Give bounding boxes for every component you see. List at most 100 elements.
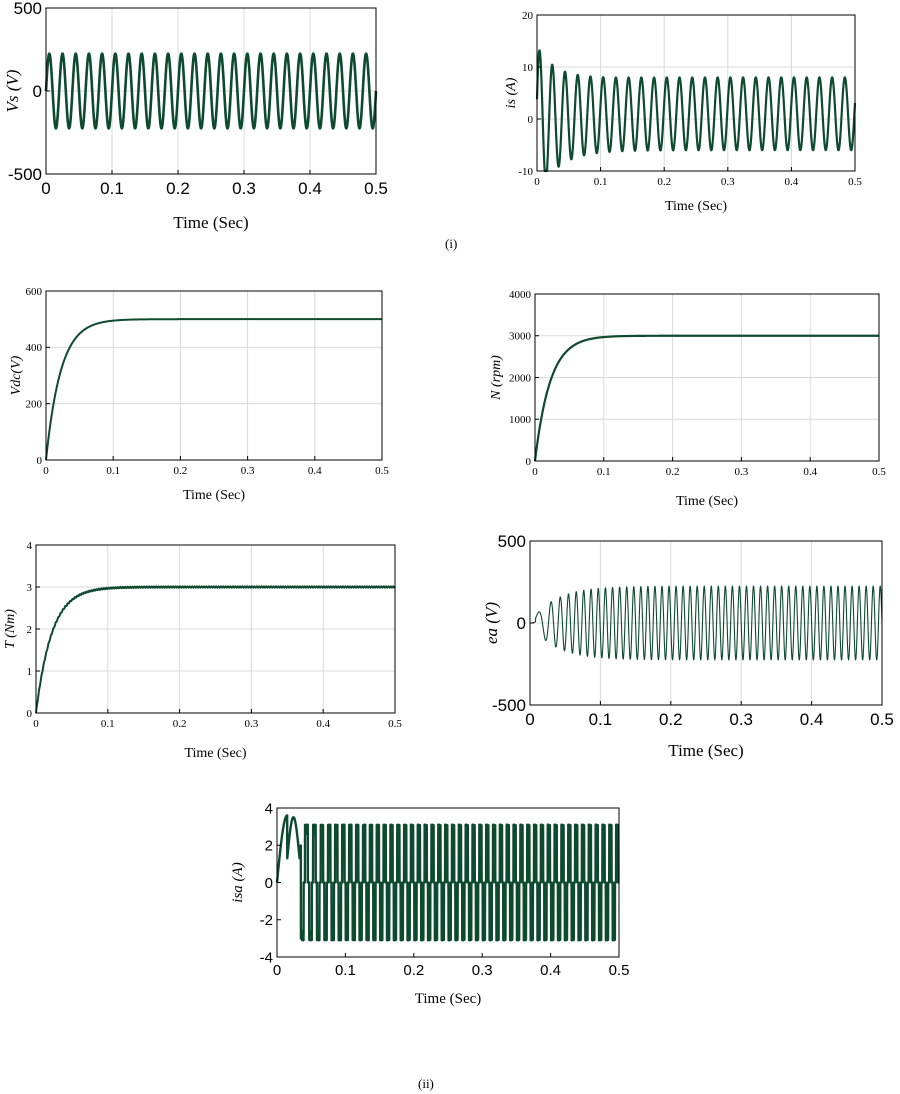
y-tick-label: 0 bbox=[27, 708, 33, 720]
x-tick-label: 0.3 bbox=[232, 179, 256, 198]
x-tick-label: 0.1 bbox=[100, 179, 124, 198]
chart-vdc: 0 0.1 0.2 0.3 0.4 0.5 0 200 400 600 Time (Sec) Vdc(… bbox=[9, 286, 389, 503]
x-tick-label: 0.4 bbox=[800, 710, 824, 729]
caption-part-ii: (ii) bbox=[418, 1076, 434, 1091]
x-tick-label: 0.3 bbox=[735, 466, 749, 478]
axes-frame bbox=[536, 14, 856, 172]
y-tick-label: 0 bbox=[526, 456, 532, 468]
x-axis-label: Time (Sec) bbox=[183, 488, 245, 503]
y-axis-label: T (Nm) bbox=[3, 609, 18, 649]
x-tick-label: 0.4 bbox=[540, 962, 561, 979]
x-tick-label: 0.5 bbox=[388, 718, 402, 730]
y-tick-label: 1 bbox=[27, 666, 33, 678]
x-axis-label: Time (Sec) bbox=[184, 746, 246, 761]
y-tick-label: 4 bbox=[265, 800, 273, 817]
x-tick-label: 0.2 bbox=[403, 962, 424, 979]
y-tick-label: 200 bbox=[26, 399, 43, 411]
x-tick-label: 0.2 bbox=[666, 466, 680, 478]
x-tick-label: 0.2 bbox=[657, 176, 671, 188]
x-tick-label: 0.3 bbox=[245, 718, 259, 730]
chart-isa: 0 0.1 0.2 0.3 0.4 0.5 -4 -2 0 2 4 Time (Sec) isa (A) bbox=[230, 800, 629, 1007]
y-tick-label: 2 bbox=[265, 838, 273, 855]
y-tick-label: 0 bbox=[265, 875, 273, 892]
y-tick-label: 500 bbox=[14, 0, 42, 18]
x-tick-label: 0 bbox=[525, 710, 534, 729]
x-tick-label: 0 bbox=[33, 718, 39, 730]
x-tick-label: 0.2 bbox=[659, 710, 683, 729]
series-line-is bbox=[535, 49, 857, 173]
y-tick-label: 1000 bbox=[509, 414, 532, 426]
y-tick-label: 4000 bbox=[509, 289, 532, 301]
series-line-isa bbox=[275, 814, 621, 942]
y-tick-label: 600 bbox=[26, 286, 43, 298]
plot-area bbox=[46, 291, 382, 460]
y-tick-label: 2000 bbox=[509, 372, 532, 384]
caption-part-i: (i) bbox=[445, 236, 458, 251]
x-tick-label: 0.4 bbox=[298, 179, 322, 198]
x-tick-label: 0.3 bbox=[241, 465, 255, 477]
x-tick-label: 0.2 bbox=[174, 465, 188, 477]
y-tick-label: 2 bbox=[27, 624, 33, 636]
y-axis-label: ea (V) bbox=[482, 602, 501, 644]
x-axis-label: Time (Sec) bbox=[415, 991, 482, 1007]
x-axis-label: Time (Sec) bbox=[676, 494, 738, 509]
x-tick-label: 0.4 bbox=[785, 176, 799, 188]
series-line-vdc bbox=[45, 318, 383, 461]
y-axis-label: is (A) bbox=[504, 77, 519, 108]
y-tick-label: 0 bbox=[517, 614, 526, 633]
x-tick-label: 0 bbox=[273, 962, 281, 979]
y-tick-label: 400 bbox=[26, 342, 43, 354]
y-tick-label: 3 bbox=[27, 582, 33, 594]
x-tick-label: 0.5 bbox=[848, 176, 862, 188]
y-tick-label: 500 bbox=[498, 532, 526, 551]
x-tick-label: 0.5 bbox=[870, 710, 894, 729]
y-axis-label: Vs (V) bbox=[3, 69, 22, 112]
chart-torque: 0 0.1 0.2 0.3 0.4 0.5 0 1 2 3 4 Time (Sec) T (Nm) bbox=[3, 540, 402, 761]
x-tick-label: 0.1 bbox=[335, 962, 356, 979]
y-tick-label: -4 bbox=[260, 949, 273, 966]
y-tick-label: -500 bbox=[8, 165, 42, 184]
x-tick-label: 0.1 bbox=[594, 176, 608, 188]
y-tick-label: -500 bbox=[492, 696, 526, 715]
y-tick-label: 3000 bbox=[509, 331, 532, 343]
x-tick-label: 0 bbox=[532, 466, 538, 478]
x-tick-label: 0.1 bbox=[597, 466, 611, 478]
y-tick-label: -2 bbox=[260, 912, 273, 929]
x-tick-label: 0.1 bbox=[101, 718, 115, 730]
series-line-ea bbox=[529, 585, 883, 661]
chart-speed: 0 0.1 0.2 0.3 0.4 0.5 0 1000 2000 3000 4000 Time (S… bbox=[489, 289, 886, 509]
y-tick-label: 0 bbox=[37, 455, 43, 467]
x-tick-label: 0.5 bbox=[872, 466, 886, 478]
y-tick-label: -10 bbox=[518, 166, 533, 178]
x-tick-label: 0.3 bbox=[729, 710, 753, 729]
series-line-vs bbox=[44, 52, 378, 130]
y-axis-label: isa (A) bbox=[230, 862, 246, 902]
x-axis-label: Time (Sec) bbox=[665, 199, 727, 214]
x-tick-label: 0.4 bbox=[316, 718, 330, 730]
x-tick-label: 0 bbox=[43, 465, 49, 477]
y-axis-label: Vdc(V) bbox=[9, 355, 24, 395]
x-tick-label: 0 bbox=[41, 179, 50, 198]
x-tick-label: 0.2 bbox=[166, 179, 190, 198]
series-line-torque bbox=[35, 585, 396, 714]
x-tick-label: 0.5 bbox=[609, 962, 630, 979]
x-tick-label: 0.4 bbox=[803, 466, 817, 478]
x-axis-label: Time (Sec) bbox=[173, 213, 248, 232]
x-tick-label: 0.2 bbox=[173, 718, 187, 730]
y-tick-label: 10 bbox=[522, 62, 534, 74]
x-tick-label: 0.5 bbox=[375, 465, 389, 477]
x-tick-label: 0.5 bbox=[364, 179, 388, 198]
series-line-speed bbox=[533, 334, 880, 462]
x-tick-label: 0.3 bbox=[721, 176, 735, 188]
y-tick-label: 20 bbox=[522, 10, 534, 22]
y-tick-label: 0 bbox=[528, 114, 534, 126]
axes-frame bbox=[45, 290, 383, 461]
x-tick-label: 0.1 bbox=[106, 465, 120, 477]
x-tick-label: 0 bbox=[534, 176, 540, 188]
y-tick-label: 0 bbox=[33, 82, 42, 101]
x-tick-label: 0.1 bbox=[589, 710, 613, 729]
